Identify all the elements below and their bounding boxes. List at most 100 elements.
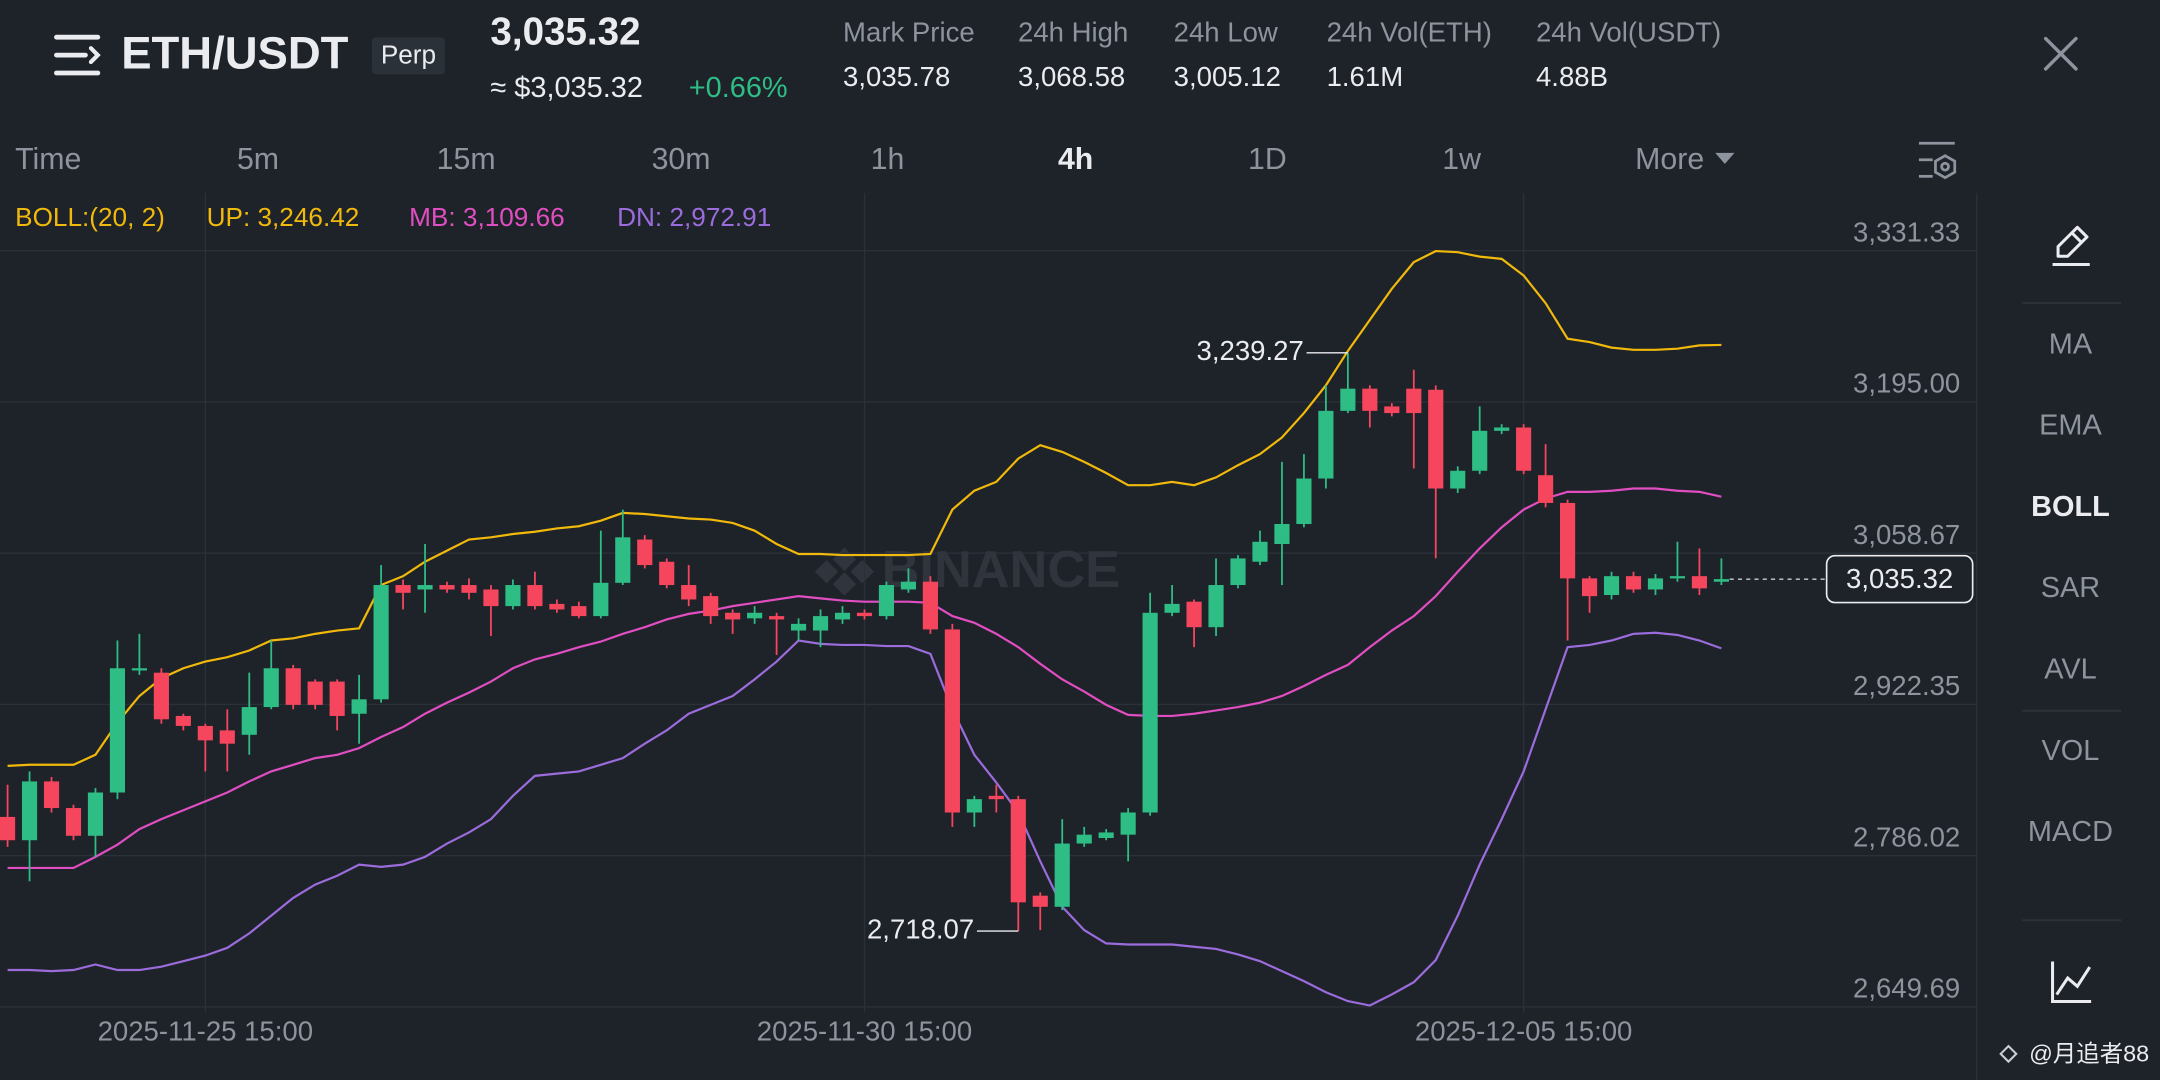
price-usd: ≈ $3,035.32 [490, 72, 643, 104]
timeframe-tab[interactable]: 4h [1058, 143, 1093, 176]
x-tick-label: 2025-11-30 15:00 [757, 1015, 972, 1046]
draw-tool-icon[interactable] [2052, 225, 2090, 267]
pair: ETH/USDT [121, 27, 348, 78]
candle-body [1516, 427, 1532, 471]
y-tick-label: 3,195.00 [1853, 368, 1960, 399]
candle-body [1713, 579, 1729, 582]
candle-body [1494, 427, 1510, 431]
stat-label: 24h Vol(ETH) [1327, 17, 1492, 48]
max-annotation: 3,239.27 [1197, 335, 1304, 366]
candle-body [549, 603, 565, 610]
y-tick-label: 3,058.67 [1853, 519, 1960, 550]
candle-body [769, 616, 785, 620]
last-price-tag [1825, 554, 1974, 604]
candle-body [307, 681, 323, 705]
timeframe-tab[interactable]: Time [15, 143, 81, 176]
last-price-label: 3,035.32 [1846, 563, 1953, 594]
stat-value: 3,035.78 [843, 61, 950, 92]
candle-body [1032, 895, 1048, 907]
price-change: +0.66% [689, 72, 788, 104]
footer-watermark: @月追者88 [2029, 1040, 2149, 1066]
indicator-item[interactable]: AVL [2044, 654, 2097, 686]
timeframe-tab[interactable]: 1w [1442, 143, 1481, 176]
indicator-item[interactable]: VOL [2042, 735, 2100, 767]
timeframe-tab[interactable]: 15m [437, 143, 496, 176]
candle-body [1230, 558, 1246, 586]
candle-body [153, 672, 169, 720]
indicator-item[interactable]: MA [2049, 328, 2093, 360]
candle-body [0, 816, 16, 841]
candle-body [505, 585, 521, 607]
legend-entry: DN: 2,972.91 [617, 202, 771, 232]
candle-body [527, 585, 543, 607]
candle-body [219, 730, 235, 744]
chart-settings-icon[interactable] [1918, 141, 1957, 180]
candle-body [1581, 578, 1598, 597]
price: 3,035.32 [490, 11, 640, 54]
boll-line [7, 487, 1722, 870]
y-tick-label: 2,786.02 [1853, 821, 1960, 852]
badge-bg [371, 37, 445, 75]
timeframe-tab[interactable]: 30m [652, 143, 711, 176]
timeframe-tab[interactable]: More [1635, 143, 1704, 176]
indicator-item[interactable]: SAR [2041, 572, 2100, 604]
indicator-chart-icon[interactable] [2051, 961, 2092, 1003]
candle-body [285, 668, 301, 705]
candle-body [1691, 576, 1707, 589]
indicator-item[interactable]: BOLL [2031, 491, 2110, 523]
candle-body [1186, 601, 1202, 628]
candle-body [373, 585, 389, 700]
candle-body [1406, 388, 1422, 414]
candle-body [1647, 578, 1664, 590]
candle-body [1428, 389, 1444, 489]
timeframe-tab[interactable]: 1D [1248, 143, 1287, 176]
candle-body [615, 537, 631, 583]
candle-body [263, 668, 279, 708]
timeframe-tab[interactable]: 1h [871, 143, 905, 176]
candle-body [878, 585, 895, 617]
close-button[interactable] [2043, 36, 2078, 71]
candle-body [1252, 541, 1268, 562]
candle-body [65, 808, 82, 836]
footer-logo [1999, 1044, 2018, 1064]
candle-body [109, 668, 126, 793]
candle-body [131, 668, 147, 671]
candle-body [703, 596, 719, 617]
candle-body [1296, 478, 1312, 525]
stat-value: 3,005.12 [1174, 61, 1281, 92]
stat-value: 4.88B [1536, 61, 1608, 92]
candle-body [351, 699, 367, 714]
menu-icon[interactable] [54, 34, 101, 76]
candle-body [790, 623, 807, 631]
candle-body [1340, 388, 1356, 411]
plot-area: BINANCE [0, 192, 1977, 1013]
candle-body [439, 585, 455, 590]
candle-body [43, 781, 60, 809]
candle-body [1054, 843, 1070, 907]
candle-body [175, 715, 191, 726]
indicator-item[interactable]: EMA [2039, 410, 2102, 442]
watermark: BINANCE [882, 541, 1120, 599]
legend-entry: MB: 3,109.66 [409, 202, 565, 232]
candle-body [1560, 502, 1576, 579]
legend-entry: UP: 3,246.42 [207, 202, 360, 232]
timeframe-tab[interactable]: 5m [237, 143, 279, 176]
candle-body [1318, 410, 1334, 479]
stat-value: 3,068.58 [1018, 61, 1125, 92]
indicator-label: BOLL:(20, 2) [15, 202, 165, 232]
x-tick-label: 2025-11-25 15:00 [98, 1015, 313, 1046]
candle-body [988, 795, 1004, 800]
badge: Perp [381, 39, 436, 69]
stat-label: 24h Low [1174, 17, 1278, 48]
candle-body [900, 581, 917, 590]
boll-line [7, 249, 1722, 767]
stat-label: Mark Price [843, 17, 975, 48]
y-tick-label: 3,331.33 [1853, 216, 1960, 247]
candle-body [1208, 585, 1224, 628]
x-tick-label: 2025-12-05 15:00 [1415, 1015, 1633, 1046]
candle-body [637, 539, 653, 566]
candle-body [593, 582, 609, 617]
indicator-item[interactable]: MACD [2028, 816, 2113, 848]
